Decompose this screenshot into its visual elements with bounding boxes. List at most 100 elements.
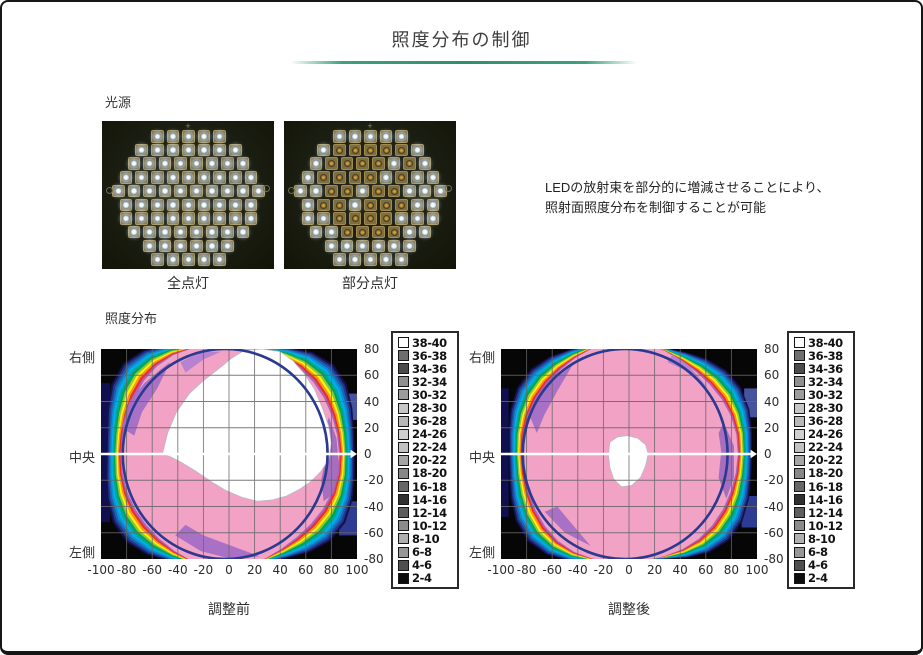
led-chip-lit (135, 143, 148, 157)
legend-swatch (398, 402, 409, 414)
led-chip-dim (372, 184, 385, 198)
led-chip-lit (213, 212, 226, 225)
legend-row: 38-40 (398, 336, 454, 350)
x-axis-tick: 60 (298, 563, 314, 577)
fiducial-screw-icon (288, 187, 295, 194)
photo-caption-partial-lit: 部分点灯 (342, 275, 398, 291)
legend-row: 14-16 (794, 493, 850, 507)
led-chip-lit (411, 212, 424, 225)
legend-range-label: 8-10 (808, 531, 836, 546)
x-axis-tick: -60 (542, 563, 562, 577)
y-axis-tick: 80 (764, 342, 780, 356)
led-chip-lit (143, 157, 156, 170)
led-chip-lit (151, 198, 164, 211)
fiducial-screw-icon (445, 185, 452, 192)
legend-row: 36-28 (794, 414, 850, 428)
legend-swatch (398, 572, 409, 584)
legend-swatch (398, 376, 409, 388)
led-chip-dim (333, 143, 346, 157)
legend-swatch (794, 467, 805, 479)
led-chip-dim (364, 171, 377, 184)
legend-range-label: 30-32 (808, 387, 843, 402)
legend-swatch (398, 467, 409, 479)
legend-swatch (794, 494, 805, 506)
legend-range-label: 12-14 (808, 505, 843, 520)
legend-row: 12-14 (794, 505, 850, 520)
led-chip-dim (379, 212, 393, 225)
y-axis-tick: 60 (364, 368, 380, 383)
led-chip-lit (182, 143, 195, 157)
legend-range-label: 20-22 (808, 453, 843, 468)
led-chip-lit (348, 253, 362, 266)
led-chip-lit (166, 130, 180, 143)
legend-row: 30-32 (794, 387, 850, 402)
y-axis-tick: 0 (764, 447, 772, 461)
led-chip-lit (135, 198, 148, 211)
x-axis-tick: -80 (516, 563, 537, 577)
led-chip-lit (236, 225, 250, 239)
legend-row: 20-22 (398, 453, 454, 468)
x-axis-tick: -80 (116, 563, 137, 577)
led-chip-lit (348, 130, 362, 143)
light-source-label: 光源 (105, 95, 132, 110)
legend-row: 16-18 (794, 480, 850, 494)
led-chip-lit (119, 212, 133, 225)
legend-swatch (398, 520, 409, 532)
peak-region (161, 349, 332, 502)
side-label-top-after: 右側 (468, 350, 495, 365)
x-axis-tick: 40 (272, 563, 288, 577)
led-chip-lit (356, 184, 369, 198)
led-chip-dim (356, 225, 369, 239)
legend-swatch (398, 454, 409, 466)
led-chip-lit (166, 253, 180, 266)
side-label-bottom-before: 左側 (68, 545, 95, 560)
legend-row: 4-6 (398, 558, 454, 572)
led-chip-lit (166, 198, 180, 211)
led-chip-lit (325, 239, 338, 253)
y-axis-tick: -60 (364, 525, 384, 540)
contour-outer-block (501, 388, 509, 517)
legend-swatch (794, 350, 805, 362)
legend-range-label: 24-26 (808, 427, 843, 442)
y-axis-tick: -60 (764, 525, 784, 540)
legend-row: 36-28 (398, 414, 454, 428)
page-title: 照度分布の制御 (391, 30, 532, 50)
led-chip-lit (197, 171, 211, 184)
legend-range-label: 38-40 (808, 335, 843, 350)
led-chip-lit (411, 143, 424, 157)
x-axis-tick: 40 (672, 563, 688, 577)
chart-caption-before: 調整前 (208, 601, 250, 617)
led-chip-lit (135, 171, 148, 184)
photo-caption-all-lit: 全点灯 (167, 275, 209, 291)
contour-violet-patch (544, 506, 591, 546)
description-text: LEDの放射束を部分的に増減させることにより、 照射面照度分布を制御することが可… (545, 178, 830, 218)
y-axis-tick: -40 (764, 499, 784, 514)
legend-swatch (398, 546, 409, 558)
led-chip-dim (403, 157, 416, 170)
led-chip-lit (197, 198, 211, 211)
contour-outer-block (101, 383, 110, 523)
led-chip-lit (418, 157, 432, 170)
legend-swatch (398, 428, 409, 440)
legend-row: 22-24 (398, 440, 454, 455)
legend-row: 24-26 (398, 427, 454, 441)
led-chip-lit (197, 253, 211, 266)
led-chip-lit (119, 198, 133, 211)
led-array-photo-all-lit: + (102, 121, 274, 269)
led-chip-lit (174, 239, 187, 253)
legend-range-label: 22-24 (412, 440, 447, 455)
y-axis-tick: 0 (364, 447, 372, 461)
led-chip-dim (340, 184, 354, 198)
led-chip-dim (333, 171, 346, 184)
legend-range-label: 20-22 (412, 453, 447, 468)
legend-swatch (398, 494, 409, 506)
legend-swatch (794, 363, 805, 375)
led-chip-lit (418, 225, 432, 239)
led-chip-dim (387, 184, 401, 198)
x-axis-tick: -20 (593, 563, 614, 577)
legend-swatch (398, 533, 409, 545)
led-chip-lit (197, 143, 211, 157)
x-axis-tick: 80 (323, 563, 340, 577)
led-chip-dim (364, 212, 377, 225)
legend-range-label: 10-12 (808, 518, 843, 533)
